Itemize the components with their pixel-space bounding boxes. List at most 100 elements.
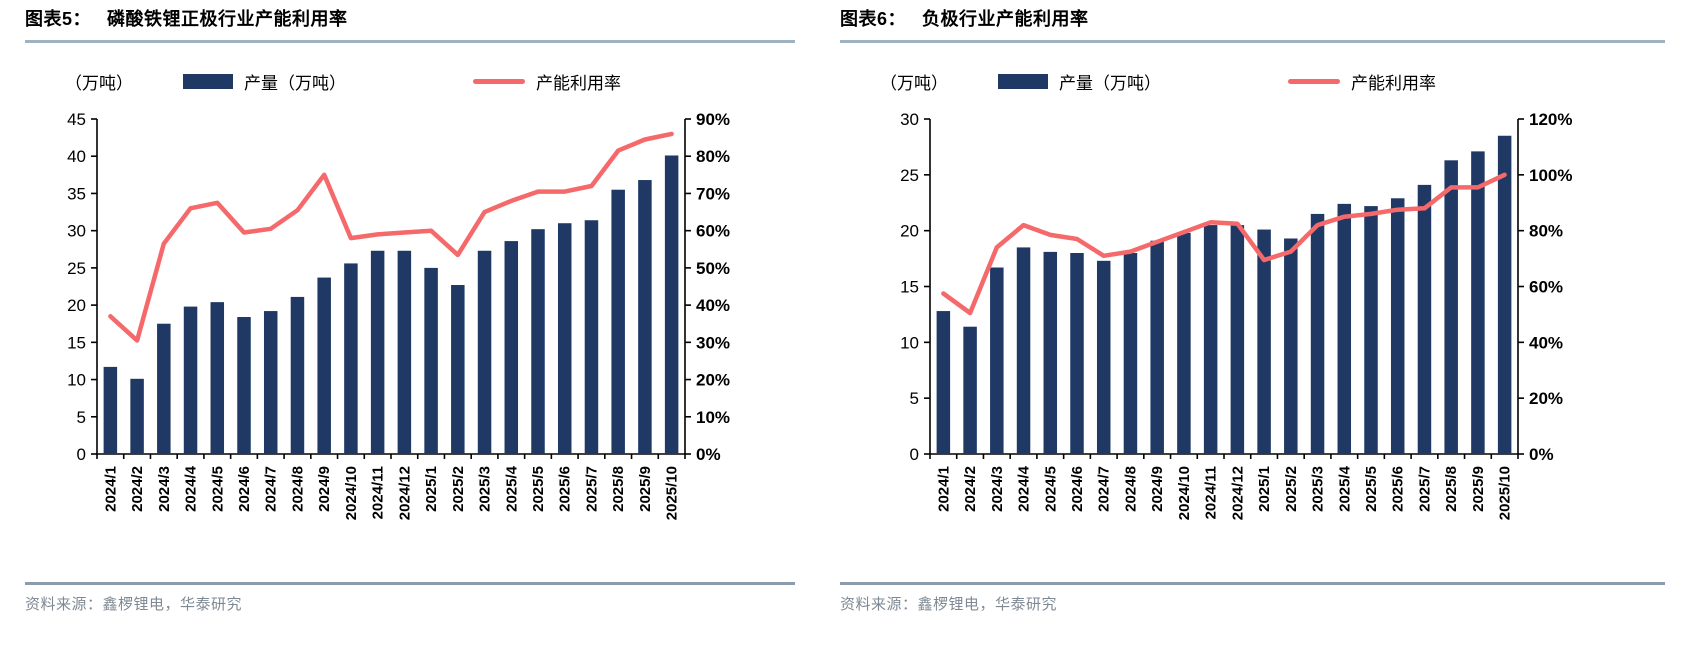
y-axis-right-tick-label: 70% [696,184,730,203]
x-axis-category-label: 2024/10 [343,466,360,520]
production-bar [1096,260,1111,454]
legend-label-production: 产量（万吨） [244,74,346,94]
y-axis-left-tick-label: 25 [67,259,86,278]
x-axis-category-label: 2024/7 [1096,466,1113,512]
x-axis-category-label: 2025/3 [1310,466,1327,512]
y-axis-left-tick-label: 20 [900,222,919,241]
production-bar [1043,251,1058,454]
y-axis-left-tick-label: 45 [67,110,86,129]
production-bar [1471,151,1485,454]
production-bar [103,366,118,454]
legend-row: （万吨） 产量（万吨） 产能利用率 [840,59,1665,105]
utilization-line [941,172,1507,316]
y-axis-unit-label: （万吨） [65,74,133,94]
utilization-line [108,131,674,343]
title-divider [840,40,1665,43]
production-bar [1230,225,1245,454]
x-axis-category-label: 2025/9 [637,466,654,512]
figure-title-text: 磷酸铁锂正极行业产能利用率 [107,9,348,29]
bar-series-swatch [998,74,1048,89]
capacity-utilization-chart-lfp: 0 5 10 15 20 25 30 35 40 45 0% 10% 20% 30% 40% 50% 60% 70… [67,110,730,520]
y-axis-right-tick-label: 60% [1529,278,1563,297]
y-axis-right-tick-label: 50% [696,259,730,278]
y-axis-left-tick-label: 0 [910,445,919,464]
production-bar [990,267,1004,454]
y-axis-right-tick-label: 0% [1529,445,1554,464]
legend-label-production: 产量（万吨） [1059,74,1161,94]
y-axis-right-tick-label: 20% [1529,389,1563,408]
production-bar [611,189,625,454]
x-axis-category-label: 2024/12 [396,466,413,520]
y-axis-right-tick-label: 100% [1529,166,1572,185]
y-axis-left-tick-label: 5 [77,408,86,427]
production-bar [1070,253,1084,454]
production-bar [237,317,251,454]
y-axis-right-tick-label: 120% [1529,110,1572,129]
y-axis-right-tick-label: 30% [696,333,730,352]
y-axis-right-tick-label: 20% [696,371,730,390]
y-axis-right-tick-label: 40% [696,296,730,315]
legend-item-production: 产量（万吨） [183,69,346,94]
legend-item-production: 产量（万吨） [998,69,1161,94]
figure-number: 图表5： [25,9,92,29]
production-bar [1497,135,1512,454]
figure-panel-lfp-cathode: 图表5： 磷酸铁锂正极行业产能利用率 （万吨） 产量（万吨） 产能利用率 0 5 10… [25,6,795,650]
production-bar [1284,238,1298,454]
y-axis-left-tick-label: 35 [67,184,86,203]
footer-divider [840,582,1665,585]
legend-item-utilization: 产能利用率 [473,69,621,94]
figure-title: 图表5： 磷酸铁锂正极行业产能利用率 [25,6,795,32]
x-axis-category-label: 2024/12 [1229,466,1246,520]
x-axis-category-label: 2024/7 [263,466,280,512]
x-axis-category-label: 2024/8 [289,466,306,512]
bar-series-swatch [183,74,233,89]
x-axis-category-label: 2024/4 [183,465,200,512]
x-axis-category-label: 2025/3 [477,466,494,512]
production-bar [963,326,977,454]
production-bar [290,296,305,454]
production-bar [370,250,385,454]
production-bar [317,277,331,454]
x-axis-category-label: 2025/4 [1336,465,1353,512]
x-axis-category-label: 2025/5 [530,466,547,512]
production-bar [504,241,519,454]
y-axis-left-tick-label: 10 [67,371,86,390]
y-axis-left-tick-label: 20 [67,296,86,315]
x-axis-category-label: 2025/8 [1443,466,1460,512]
x-axis-category-label: 2025/4 [503,465,520,512]
x-axis-category-label: 2024/6 [1069,466,1086,512]
capacity-utilization-chart-anode: 0 5 10 15 20 25 30 0% 20% 40% 60% 80% 100% 120% 2024/1… [900,110,1572,520]
x-axis-category-label: 2024/1 [102,466,119,512]
production-bar [557,223,572,454]
x-axis-category-label: 2025/10 [664,466,681,520]
y-axis-left-tick-label: 10 [900,333,919,352]
production-bar [1364,206,1378,454]
y-axis-right-tick-label: 0% [696,445,721,464]
line-series-swatch [473,79,525,84]
x-axis-category-label: 2024/6 [236,466,253,512]
y-axis-right-tick-label: 10% [696,408,730,427]
y-axis-left-tick-label: 25 [900,166,919,185]
figure-panel-anode: 图表6： 负极行业产能利用率 （万吨） 产量（万吨） 产能利用率 0 5 10 15 20… [840,6,1665,650]
x-axis-category-label: 2025/2 [450,466,467,512]
production-bar [263,311,278,454]
x-axis-category-label: 2024/2 [962,466,979,512]
legend-label-utilization: 产能利用率 [1351,74,1436,94]
production-bar [638,180,652,454]
x-axis-category-label: 2025/1 [1256,466,1273,512]
y-axis-left-tick-label: 15 [900,278,919,297]
production-bar [531,229,545,454]
figure-title-text: 负极行业产能利用率 [922,9,1089,29]
x-axis-category-label: 2024/9 [1149,466,1166,512]
production-bar [1390,198,1405,454]
x-axis-category-label: 2025/6 [1390,466,1407,512]
x-axis-category-label: 2024/2 [129,466,146,512]
y-axis-right-tick-label: 80% [1529,222,1563,241]
legend-label-utilization: 产能利用率 [536,74,621,94]
y-axis-left-tick-label: 5 [910,389,919,408]
production-bar [424,267,438,454]
x-axis-category-label: 2024/1 [935,466,952,512]
legend-row: （万吨） 产量（万吨） 产能利用率 [25,59,795,105]
production-bar [936,311,951,454]
y-axis-left-tick-label: 30 [900,110,919,129]
